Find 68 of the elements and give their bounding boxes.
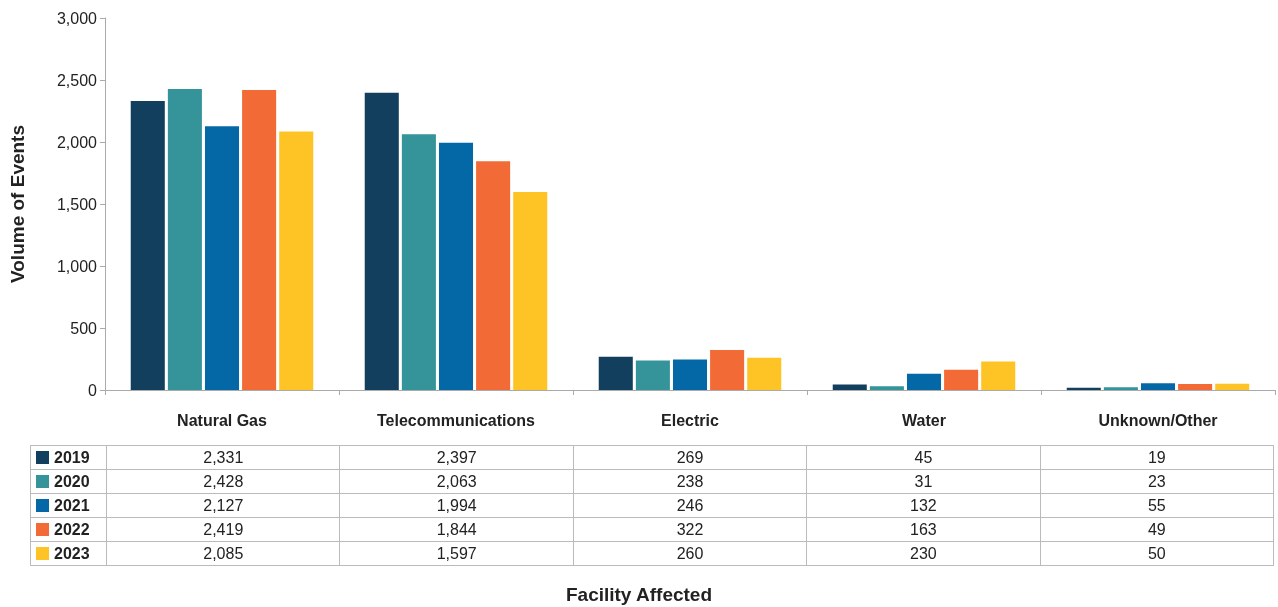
y-tick-label: 1,000 xyxy=(56,257,98,275)
bar xyxy=(1178,383,1213,390)
bar xyxy=(832,384,867,390)
bar xyxy=(635,360,670,390)
bar xyxy=(1140,383,1176,390)
bar xyxy=(944,369,979,390)
data-label: 49 xyxy=(1040,517,1274,542)
bar xyxy=(401,134,436,390)
bar xyxy=(906,373,942,390)
bar xyxy=(1215,383,1250,390)
data-label: 260 xyxy=(573,541,807,566)
bar xyxy=(869,386,904,390)
data-label: 2,419 xyxy=(106,517,340,542)
data-label: 163 xyxy=(806,517,1041,542)
bar xyxy=(1103,387,1138,390)
bar xyxy=(710,350,745,390)
x-tick-label: Unknown/Other xyxy=(1098,411,1218,429)
y-tick-label: 1,500 xyxy=(56,195,98,213)
y-tick-label: 500 xyxy=(70,319,98,337)
data-label: 2,085 xyxy=(106,541,340,566)
x-tick-label: Telecommunications xyxy=(377,411,536,429)
data-label: 269 xyxy=(573,445,807,470)
data-label: 1,994 xyxy=(339,493,574,518)
bar xyxy=(598,356,633,390)
bar xyxy=(204,126,240,390)
y-tick-label: 0 xyxy=(88,381,98,399)
bar xyxy=(167,88,202,390)
bar xyxy=(513,191,548,390)
y-axis-title: Volume of Events xyxy=(7,124,28,284)
y-tick-label: 2,500 xyxy=(56,71,98,89)
data-label: 132 xyxy=(806,493,1041,518)
data-label: 19 xyxy=(1040,445,1274,470)
legend-label: 2023 xyxy=(30,541,107,566)
legend-label: 2020 xyxy=(30,469,107,494)
text: Facility Affected xyxy=(564,584,714,606)
data-label: 2,397 xyxy=(339,445,574,470)
y-tick-label: 2,000 xyxy=(56,133,98,151)
data-label: 1,844 xyxy=(339,517,574,542)
bar xyxy=(438,142,474,390)
x-tick-label: Water xyxy=(902,411,946,429)
bar xyxy=(364,92,399,390)
data-label: 322 xyxy=(573,517,807,542)
legend-label: 2021 xyxy=(30,493,107,518)
data-label: 246 xyxy=(573,493,807,518)
data-label: 23 xyxy=(1040,469,1274,494)
data-label: 2,063 xyxy=(339,469,574,494)
bar xyxy=(279,131,314,390)
data-label: 31 xyxy=(806,469,1041,494)
data-label: 2,331 xyxy=(106,445,340,470)
data-label: 45 xyxy=(806,445,1041,470)
y-tick-label: 3,000 xyxy=(56,9,98,27)
data-label: 50 xyxy=(1040,541,1274,566)
bar xyxy=(747,357,782,390)
x-tick-label: Natural Gas xyxy=(177,411,268,429)
legend-label: 2022 xyxy=(30,517,107,542)
data-label: 2,428 xyxy=(106,469,340,494)
bar xyxy=(242,90,277,390)
data-label: 2,127 xyxy=(106,493,340,518)
bar xyxy=(130,100,165,390)
legend-label: 2019 xyxy=(30,445,107,470)
bar xyxy=(672,359,708,390)
x-tick-label: Electric xyxy=(661,411,720,429)
bar xyxy=(981,361,1016,390)
bar xyxy=(476,161,511,390)
data-label: 55 xyxy=(1040,493,1274,518)
data-label: 230 xyxy=(806,541,1041,566)
data-label: 238 xyxy=(573,469,807,494)
data-label: 1,597 xyxy=(339,541,574,566)
